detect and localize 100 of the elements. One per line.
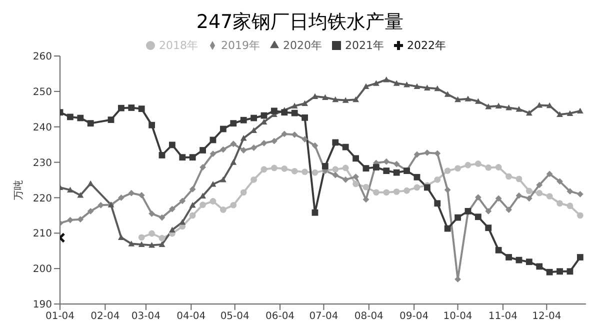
point xyxy=(312,142,318,149)
point xyxy=(240,147,247,154)
point xyxy=(536,190,543,196)
point xyxy=(546,170,553,178)
point xyxy=(200,202,206,208)
point xyxy=(108,116,114,123)
point xyxy=(536,182,543,188)
point xyxy=(148,122,155,128)
point xyxy=(302,168,308,176)
point xyxy=(67,114,74,120)
point xyxy=(240,116,247,124)
point xyxy=(138,241,145,248)
point xyxy=(372,164,380,170)
point xyxy=(168,142,176,148)
y-tick-label: 260 xyxy=(32,52,52,63)
point xyxy=(362,165,370,172)
legend-label: 2021年 xyxy=(345,39,384,52)
point xyxy=(464,162,472,168)
point xyxy=(393,80,400,86)
legend-label: 2019年 xyxy=(221,39,260,52)
x-tick-label: 04-04 xyxy=(176,311,206,322)
point xyxy=(414,83,420,90)
point xyxy=(342,144,349,150)
point xyxy=(383,158,390,165)
point xyxy=(424,84,430,90)
point xyxy=(526,195,532,202)
y-axis-title: 万吨 xyxy=(12,180,25,200)
point xyxy=(393,188,400,195)
point xyxy=(383,168,390,174)
point xyxy=(148,210,155,217)
point xyxy=(240,134,247,141)
point xyxy=(474,214,482,220)
legend-label: 2022年 xyxy=(407,39,446,52)
point xyxy=(291,110,298,116)
point xyxy=(312,209,318,216)
point xyxy=(556,200,563,207)
x-tick-label: 02-04 xyxy=(90,311,120,322)
x-tick-label: 12-04 xyxy=(532,311,562,322)
point xyxy=(98,202,104,208)
point xyxy=(77,216,84,223)
point xyxy=(414,174,420,180)
point xyxy=(546,102,553,108)
point xyxy=(148,230,155,237)
point xyxy=(352,174,359,180)
point xyxy=(485,164,492,171)
point xyxy=(220,126,226,132)
x-tick-label: 03-04 xyxy=(131,311,160,322)
point xyxy=(77,114,84,122)
point xyxy=(546,193,553,200)
point xyxy=(281,109,288,116)
y-tick-label: 250 xyxy=(32,86,52,98)
point xyxy=(200,164,206,170)
point xyxy=(158,214,166,221)
point xyxy=(281,165,288,172)
point xyxy=(372,189,380,196)
point xyxy=(230,140,237,148)
point xyxy=(454,214,461,221)
y-tick-label: 200 xyxy=(32,264,52,276)
point xyxy=(434,176,441,183)
point xyxy=(454,165,461,172)
x-tick-label: 01-04 xyxy=(45,311,75,322)
point xyxy=(189,202,196,208)
point xyxy=(270,108,278,114)
point xyxy=(77,192,84,198)
point xyxy=(87,180,94,186)
y-tick-label: 240 xyxy=(32,122,52,134)
point xyxy=(118,194,124,201)
point xyxy=(566,202,574,210)
point xyxy=(536,263,543,270)
point xyxy=(87,208,94,214)
point xyxy=(138,106,145,112)
point xyxy=(67,186,74,192)
point xyxy=(434,85,441,92)
point xyxy=(506,254,512,260)
point xyxy=(444,91,451,97)
point xyxy=(414,151,420,158)
point xyxy=(485,224,492,232)
point xyxy=(342,176,349,183)
point xyxy=(474,98,482,104)
point xyxy=(281,130,288,138)
point xyxy=(434,200,441,207)
point xyxy=(506,104,512,110)
point xyxy=(536,102,543,108)
point xyxy=(230,202,237,208)
point xyxy=(506,206,512,213)
point xyxy=(414,184,420,191)
point xyxy=(158,241,166,248)
point xyxy=(291,102,298,109)
point xyxy=(495,102,502,109)
point xyxy=(302,100,308,106)
point xyxy=(118,104,124,112)
point xyxy=(352,180,359,188)
point xyxy=(220,146,226,153)
point xyxy=(485,208,492,214)
point xyxy=(250,114,257,122)
point xyxy=(383,189,390,196)
point xyxy=(506,173,512,180)
point xyxy=(424,150,430,156)
point xyxy=(312,169,318,176)
point xyxy=(495,195,502,202)
